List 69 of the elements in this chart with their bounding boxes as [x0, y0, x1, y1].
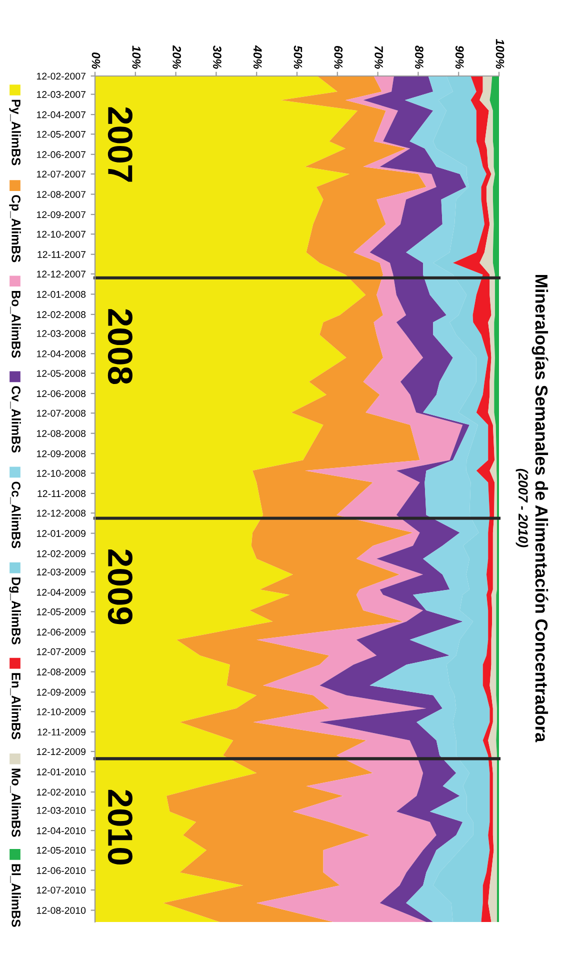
y-tick-label: 12-08-2009: [36, 668, 86, 676]
y-tick-label: 12-12-2008: [36, 510, 86, 517]
x-tick-label: 100%: [496, 39, 504, 69]
text: Mineralogías Semanales de Alimentación Concentradora: [532, 275, 548, 742]
y-tick-label: 12-07-2007: [36, 170, 86, 178]
x-tick-label: 40%: [253, 45, 262, 69]
y-tick-label: 12-10-2009: [36, 708, 86, 716]
text: (2007 - 2010): [516, 468, 528, 548]
y-tick-label: 12-01-2008: [36, 290, 86, 298]
y-tick-label: 12-03-2007: [36, 91, 86, 98]
legend-label: En_AlimBS: [10, 673, 21, 740]
y-tick-label: 12-09-2008: [36, 450, 86, 458]
y-tick-label: 12-08-2010: [36, 906, 86, 914]
y-tick-label: 12-07-2010: [36, 886, 86, 894]
y-tick-label: 12-09-2007: [36, 211, 86, 218]
y-tick-label: 12-06-2008: [36, 390, 86, 398]
x-tick-label: 50%: [294, 46, 302, 69]
legend-label: Py_AlimBS: [9, 100, 21, 166]
x-tick-label: 60%: [334, 46, 343, 69]
y-tick-label: 12-12-2007: [36, 270, 86, 278]
y-tick-label: 12-10-2008: [36, 470, 86, 477]
y-tick-label: 12-04-2008: [36, 350, 86, 358]
x-tick-label: 30%: [213, 46, 222, 69]
y-tick-label: 12-03-2008: [36, 330, 86, 338]
annotation: 2008: [108, 309, 132, 384]
y-tick-label: 12-11-2007: [38, 251, 86, 258]
y-tick-label: 12-11-2009: [38, 728, 86, 736]
y-tick-label: 12-08-2008: [36, 430, 86, 437]
legend-label: Mo_AlimBS: [10, 768, 21, 837]
x-tick-label: 70%: [374, 46, 383, 69]
x-tick-label: 20%: [172, 45, 181, 69]
y-tick-label: 12-05-2009: [36, 608, 86, 616]
y-tick-label: 12-03-2010: [36, 807, 86, 814]
y-tick-label: 12-06-2010: [36, 867, 86, 874]
y-tick-label: 12-07-2009: [36, 648, 86, 656]
legend-label: Cv_AlimBS: [10, 386, 21, 453]
y-tick-label: 12-05-2010: [36, 846, 86, 854]
legend-label: Bo_AlimBS: [10, 290, 21, 358]
y-tick-label: 12-12-2009: [36, 748, 86, 756]
y-tick-label: 12-10-2007: [36, 230, 86, 238]
y-tick-label: 12-02-2008: [36, 311, 86, 318]
y-tick-label: 12-02-2007: [36, 72, 86, 80]
y-tick-label: 12-04-2009: [36, 588, 86, 596]
x-tick-label: 0%: [92, 52, 100, 69]
y-tick-label: 12-05-2007: [36, 130, 86, 138]
y-tick-label: 12-01-2010: [36, 768, 86, 776]
annotation: 2010: [108, 790, 132, 864]
y-tick-label: 12-04-2010: [36, 827, 86, 834]
y-tick-label: 12-02-2010: [36, 788, 86, 796]
x-tick-label: 80%: [415, 46, 424, 69]
x-tick-label: 10%: [132, 46, 141, 69]
y-tick-label: 12-03-2009: [36, 568, 86, 576]
y-tick-label: 12-01-2009: [36, 530, 86, 537]
legend-label: Bl_AlimBS: [10, 864, 21, 927]
legend-label: Cp_AlimBS: [9, 195, 21, 262]
x-tick-label: 90%: [455, 46, 464, 69]
y-tick-label: 12-08-2007: [36, 190, 86, 198]
y-tick-label: 12-11-2008: [38, 490, 86, 498]
legend-label: Dg_AlimBS: [9, 578, 21, 644]
y-tick-label: 12-07-2008: [36, 410, 86, 417]
y-tick-label: 12-06-2007: [36, 151, 86, 158]
legend-label: Cc_AlimBS: [10, 482, 21, 548]
y-tick-label: 12-04-2007: [36, 111, 86, 118]
annotation: 2009: [108, 549, 132, 624]
annotation: 2007: [108, 107, 132, 182]
y-tick-label: 12-02-2009: [36, 550, 86, 558]
y-tick-label: 12-05-2008: [36, 370, 86, 377]
y-tick-label: 12-09-2009: [36, 688, 86, 696]
y-tick-label: 12-06-2009: [36, 628, 86, 636]
